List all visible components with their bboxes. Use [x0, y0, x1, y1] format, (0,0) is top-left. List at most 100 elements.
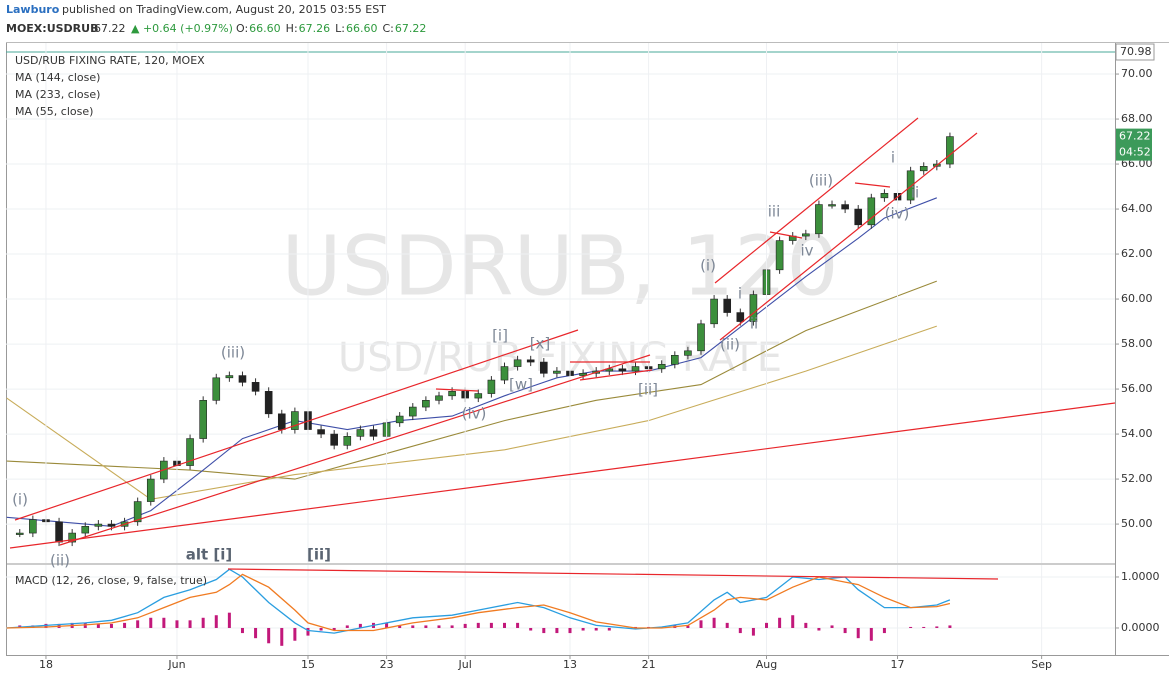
candle-body	[671, 355, 679, 365]
candle-body	[631, 366, 640, 372]
trend-lines	[9, 117, 1115, 549]
y-tick-label: 58.00	[1121, 337, 1153, 350]
histogram-bar	[725, 622, 729, 628]
histogram-bar	[149, 617, 153, 628]
published: published on TradingView.com, August 20,…	[62, 3, 386, 16]
candle-body	[919, 166, 928, 172]
histogram-bar	[751, 627, 755, 636]
x-tick-label: Jun	[167, 658, 185, 671]
histogram-bar	[686, 625, 690, 628]
candle-body	[94, 523, 103, 527]
candle-body	[802, 233, 810, 237]
histogram-bar	[791, 615, 795, 628]
histogram-bar	[489, 622, 493, 628]
candle-body	[422, 400, 430, 408]
histogram-bar	[568, 627, 572, 634]
histogram-bar	[476, 622, 480, 628]
trend-line	[719, 132, 978, 341]
countdown: 04:52	[1119, 146, 1151, 159]
price-pane	[6, 43, 1115, 563]
candle-body	[618, 368, 627, 372]
trend-line	[14, 329, 579, 521]
candle-body	[854, 208, 863, 226]
histogram-bar	[830, 625, 834, 628]
trend-line	[714, 117, 919, 284]
candle-body	[264, 391, 273, 415]
candle-body	[880, 193, 889, 199]
x-tick-label: Aug	[756, 658, 777, 671]
candle-body	[251, 382, 260, 392]
ohlc-label: C:	[383, 22, 394, 35]
histogram-bar	[843, 627, 847, 634]
legend-entry: MA (144, close)	[15, 71, 100, 84]
histogram-bar	[607, 627, 611, 631]
y-tick-label: 0.0000	[1121, 621, 1160, 634]
wave-label: (iii)	[221, 344, 245, 362]
histogram-bar	[123, 622, 127, 628]
moving-average	[6, 197, 937, 527]
x-tick-label: 18	[39, 658, 53, 671]
wave-label: [i]	[492, 327, 508, 345]
macd-line	[6, 568, 951, 634]
histogram-bar	[424, 625, 428, 628]
candle-body	[435, 395, 443, 401]
wave-label: ii	[911, 184, 919, 202]
candle-body	[513, 359, 522, 367]
histogram-bar	[712, 617, 716, 628]
candle-body	[186, 438, 194, 466]
histogram-bar	[869, 627, 873, 641]
watermark-subtitle: USD/RUB FIXING RATE	[338, 335, 782, 381]
histogram-bar	[463, 623, 467, 628]
candle-body	[29, 519, 37, 534]
ohlc-label: O:	[236, 22, 248, 35]
histogram-bar	[804, 622, 808, 628]
candle-body	[605, 368, 614, 372]
wave-label: [x]	[530, 335, 551, 353]
candle-body	[867, 197, 876, 226]
candle-body	[684, 350, 692, 356]
candle-body	[15, 532, 24, 535]
candle-body	[277, 413, 286, 430]
candle-body	[55, 521, 63, 543]
histogram-bar	[542, 627, 546, 634]
histogram-bar	[529, 627, 533, 631]
histogram-bar	[306, 627, 310, 636]
histogram-bar	[162, 617, 166, 628]
candle-body	[291, 411, 299, 430]
candle-body	[68, 532, 76, 543]
y-tick-label: 1.0000	[1121, 570, 1160, 583]
histogram-bar	[254, 627, 258, 639]
candle-body	[107, 523, 116, 527]
wave-label: iv	[800, 242, 813, 260]
y-tick-label: 50.00	[1121, 517, 1153, 530]
histogram-bar	[516, 622, 520, 628]
candle-body	[723, 298, 732, 313]
histogram-bar	[240, 627, 244, 634]
y-tick-label: 52.00	[1121, 472, 1153, 485]
histogram-bar	[738, 627, 742, 634]
macd-title: MACD (12, 26, close, 9, false, true)	[15, 574, 207, 587]
candle-body	[579, 373, 587, 376]
candle-body	[317, 429, 325, 435]
y-tick-label: 68.00	[1121, 112, 1153, 125]
candle-body	[487, 379, 496, 394]
x-tick-label: 15	[301, 658, 315, 671]
histogram-bar	[175, 620, 179, 628]
candle-body	[343, 436, 352, 446]
histogram-bar	[136, 620, 140, 628]
wave-label: [ii]	[638, 381, 658, 399]
candle-body	[238, 375, 247, 383]
candle-body	[500, 366, 509, 381]
change: ▲ +0.64 (+0.97%)	[131, 22, 233, 35]
histogram-bar	[817, 627, 821, 631]
ohlc-value: 67.26	[299, 22, 331, 35]
wave-label: (ii)	[720, 336, 740, 354]
ohlc: O: 66.60 H: 67.26 L: 66.60 C: 67.22	[236, 22, 426, 35]
author[interactable]: Lawburo	[6, 3, 60, 16]
histogram-bar	[922, 626, 926, 628]
candle-body	[395, 415, 404, 424]
histogram-bar	[594, 627, 598, 631]
x-tick-label: Jul	[458, 658, 472, 671]
